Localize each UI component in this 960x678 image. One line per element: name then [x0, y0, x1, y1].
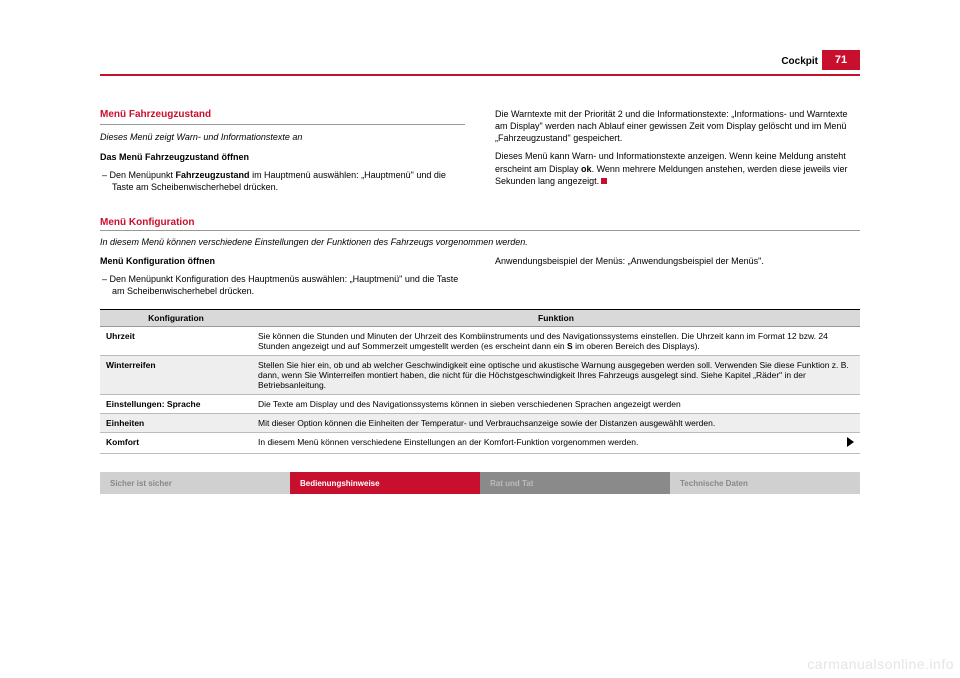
section-vehicle-status: Menü Fahrzeugzustand Dieses Menü zeigt W… [100, 108, 860, 199]
cell-key: Uhrzeit [100, 327, 252, 356]
right-para-1: Die Warntexte mit der Priorität 2 und di… [495, 108, 860, 144]
table-row: Einheiten Mit dieser Option können die E… [100, 414, 860, 433]
heading-configuration: Menü Konfiguration [100, 217, 860, 231]
heading-vehicle-status: Menü Fahrzeugzustand [100, 108, 465, 125]
bullet-open-menu: – Den Menüpunkt Fahrzeugzustand im Haupt… [100, 169, 465, 193]
page-content: Menü Fahrzeugzustand Dieses Menü zeigt W… [100, 108, 860, 494]
cell-key: Komfort [100, 433, 252, 454]
config-left-bullet: – Den Menüpunkt Konfiguration des Hauptm… [100, 273, 465, 297]
cell-val: Die Texte am Display und des Navigations… [252, 395, 860, 414]
cell-val: Stellen Sie hier ein, ob und ab welcher … [252, 356, 860, 395]
page-header: Cockpit 71 [100, 50, 860, 80]
continue-arrow-icon [847, 437, 854, 447]
config-col-right: Anwendungsbeispiel der Menüs: „Anwendung… [495, 255, 860, 303]
continue-arrow-cell [834, 433, 860, 454]
cell-val: In diesem Menü können verschiedene Einst… [252, 433, 834, 454]
footer-tab-tips: Rat und Tat [480, 472, 670, 494]
cell-key: Einheiten [100, 414, 252, 433]
header-rule [100, 74, 860, 76]
section-configuration-intro: Menü Konfiguration öffnen – Den Menüpunk… [100, 255, 860, 303]
footer-tabs: Sicher ist sicher Bedienungshinweise Rat… [100, 472, 860, 494]
bullet-text-bold: Fahrzeugzustand [176, 170, 250, 180]
table-row: Winterreifen Stellen Sie hier ein, ob un… [100, 356, 860, 395]
end-marker-icon [601, 178, 607, 184]
footer-tab-operating: Bedienungshinweise [290, 472, 480, 494]
table-row: Uhrzeit Sie können die Stunden und Minut… [100, 327, 860, 356]
watermark: carmanualsonline.info [807, 656, 954, 672]
config-left-heading: Menü Konfiguration öffnen [100, 255, 465, 267]
footer-tab-safety: Sicher ist sicher [100, 472, 290, 494]
sub-heading-open: Das Menü Fahrzeugzustand öffnen [100, 151, 465, 163]
config-col-left: Menü Konfiguration öffnen – Den Menüpunk… [100, 255, 465, 303]
right-p2-bold: ok [581, 164, 592, 174]
table-row: Einstellungen: Sprache Die Texte am Disp… [100, 395, 860, 414]
subtitle-vehicle-status: Dieses Menü zeigt Warn- und Informations… [100, 131, 465, 143]
col-left: Menü Fahrzeugzustand Dieses Menü zeigt W… [100, 108, 465, 199]
col-right: Die Warntexte mit der Priorität 2 und di… [495, 108, 860, 199]
cell-key: Winterreifen [100, 356, 252, 395]
manual-page: Cockpit 71 Menü Fahrzeugzustand Dieses M… [100, 50, 860, 494]
th-function: Funktion [252, 310, 860, 327]
cell-val: Mit dieser Option können die Einheiten d… [252, 414, 860, 433]
footer-tab-techdata: Technische Daten [670, 472, 860, 494]
config-right-text: Anwendungsbeispiel der Menüs: „Anwendung… [495, 255, 860, 267]
table-row: Komfort In diesem Menü können verschiede… [100, 433, 860, 454]
table-header-row: Konfiguration Funktion [100, 310, 860, 327]
th-config: Konfiguration [100, 310, 252, 327]
section-label: Cockpit [781, 56, 818, 67]
cell-val: Sie können die Stunden und Minuten der U… [252, 327, 860, 356]
subtitle-configuration: In diesem Menü können verschiedene Einst… [100, 237, 860, 247]
page-number-tab: 71 [822, 50, 860, 70]
configuration-table: Konfiguration Funktion Uhrzeit Sie könne… [100, 309, 860, 454]
bullet-text-a: – Den Menüpunkt [102, 170, 176, 180]
right-para-2: Dieses Menü kann Warn- und Informationst… [495, 150, 860, 186]
cell-key: Einstellungen: Sprache [100, 395, 252, 414]
cell-val-a: Sie können die Stunden und Minuten der U… [258, 331, 828, 351]
cell-val-b: im oberen Bereich des Displays). [573, 341, 700, 351]
